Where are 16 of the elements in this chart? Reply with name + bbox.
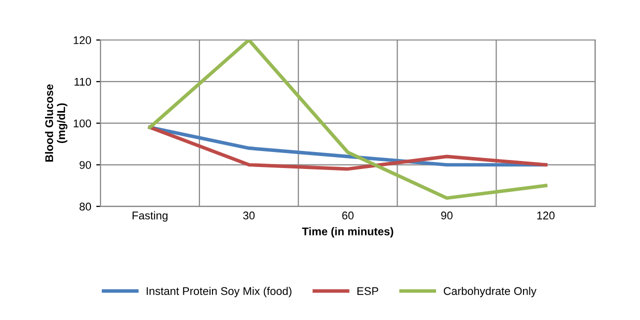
x-tick-label: 60	[342, 212, 354, 220]
y-tick-label: 100	[74, 119, 92, 128]
y-tick-label: 120	[74, 36, 92, 44]
y-tick-label: 110	[74, 78, 92, 86]
line-series	[148, 40, 548, 200]
y-tick-label: 90	[80, 161, 92, 169]
x-tick-label: Fasting	[132, 211, 168, 222]
legend-label: Carbohydrate Only	[444, 286, 536, 298]
legend-label: Instant Protein Soy Mix (food)	[146, 286, 292, 298]
x-tick-label: 90	[441, 212, 453, 220]
x-tick-label: 120	[537, 212, 555, 220]
x-axis-title: Time (in minutes)	[302, 227, 394, 238]
y-axis-title: Blood Glucose (mg/dL)	[44, 84, 68, 162]
x-tick-label: 30	[243, 212, 255, 220]
legend-label: ESP	[357, 287, 378, 296]
y-tick-label: 80	[80, 202, 92, 211]
